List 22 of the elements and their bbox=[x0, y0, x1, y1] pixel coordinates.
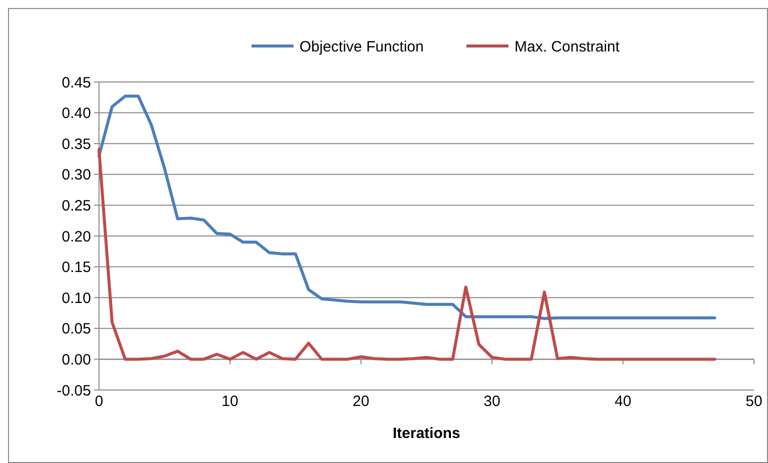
y-tick-label: 0.00 bbox=[62, 351, 91, 368]
x-tick-label: 10 bbox=[222, 393, 238, 410]
x-tick-label: 20 bbox=[352, 393, 370, 410]
y-tick-label: 0.20 bbox=[62, 228, 91, 246]
line-series bbox=[98, 148, 716, 361]
y-tick-label: 0.15 bbox=[62, 259, 91, 276]
x-tick-label: 30 bbox=[484, 393, 500, 410]
x-tick-label: 40 bbox=[614, 393, 632, 410]
y-tick-label: 0.30 bbox=[62, 166, 91, 184]
x-axis-title: Iterations bbox=[392, 425, 460, 442]
y-tick-label: 0.35 bbox=[62, 136, 91, 153]
y-tick-label: 0.45 bbox=[62, 74, 91, 92]
legend-label: Objective Function bbox=[300, 38, 424, 56]
legend-label: Max. Constraint bbox=[514, 38, 620, 56]
y-tick-label: -0.05 bbox=[56, 382, 91, 400]
line-series bbox=[98, 94, 716, 320]
y-tick-label: 0.40 bbox=[62, 105, 91, 122]
y-tick-label: 0.05 bbox=[62, 320, 91, 338]
x-tick-label: 50 bbox=[746, 393, 762, 410]
x-tick-label: 0 bbox=[94, 393, 104, 410]
y-tick-label: 0.10 bbox=[62, 290, 91, 307]
y-tick-label: 0.25 bbox=[62, 197, 91, 214]
